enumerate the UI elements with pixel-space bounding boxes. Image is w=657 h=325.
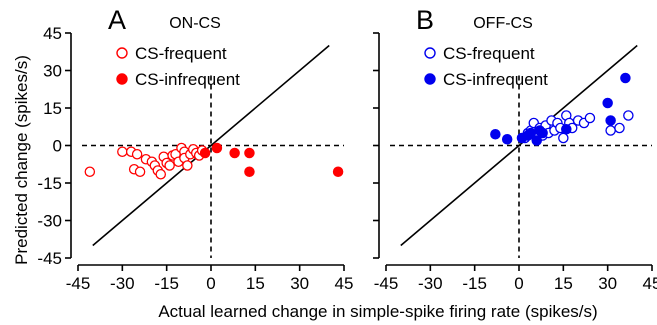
panel-letter: A <box>108 5 126 35</box>
x-tick-label: -15 <box>154 274 179 293</box>
legend-marker <box>116 73 128 85</box>
x-tick-label: 15 <box>554 274 573 293</box>
data-point-cs-frequent <box>164 160 175 171</box>
panel-a: 45 30 15 0 -15 -30 -45-45 -30 -15 0 15 30 45 A ON-CS CS… <box>37 5 353 293</box>
y-tick-label: 45 <box>43 24 62 43</box>
y-tick-label: -45 <box>37 249 62 268</box>
data-point-cs-frequent <box>155 168 167 180</box>
data-point-cs-frequent <box>614 122 625 134</box>
x-tick-label: 30 <box>598 274 617 293</box>
data-point-cs-infrequent <box>332 166 344 177</box>
data-point-cs-infrequent <box>605 115 616 126</box>
x-tick-label: 0 <box>206 274 215 293</box>
data-point-cs-infrequent <box>490 128 501 140</box>
legend-label: CS-infrequent <box>135 70 240 89</box>
y-tick-label: 30 <box>43 62 62 81</box>
y-tick-label: 15 <box>43 99 62 118</box>
x-tick-label: -30 <box>418 274 443 293</box>
data-point-cs-frequent <box>84 166 96 177</box>
x-tick-label: -45 <box>374 274 399 293</box>
data-point-cs-frequent <box>131 148 143 160</box>
data-point-cs-infrequent <box>501 133 513 145</box>
data-point-cs-frequent <box>623 110 634 121</box>
data-point-cs-infrequent <box>229 147 240 159</box>
legend-marker <box>116 47 128 59</box>
data-point-cs-frequent <box>558 132 569 144</box>
legend-label: CS-infrequent <box>443 70 548 89</box>
panel-letter: B <box>416 5 434 35</box>
data-point-cs-infrequent <box>537 127 548 139</box>
panel-title: ON-CS <box>169 15 221 32</box>
data-point-cs-frequent <box>605 125 616 136</box>
data-point-cs-frequent <box>134 166 146 177</box>
identity-line <box>400 44 638 247</box>
x-tick-label: -45 <box>66 274 91 293</box>
data-point-cs-infrequent <box>602 97 613 109</box>
data-point-cs-infrequent <box>244 147 255 159</box>
data-point-cs-infrequent <box>531 135 542 146</box>
x-tick-label: -15 <box>462 274 487 293</box>
y-axis-label: Predicted change (spikes/s) <box>12 55 31 265</box>
identity-line <box>92 44 330 247</box>
x-tick-label: 0 <box>514 274 523 293</box>
x-tick-label: 15 <box>246 274 265 293</box>
y-tick-label: 0 <box>53 137 62 156</box>
data-point-cs-infrequent <box>199 147 211 159</box>
x-tick-label: 45 <box>335 274 354 293</box>
panel-b: -45 -30 -15 0 15 30 45 B OFF-CS CS-frequent CS-inf… <box>373 5 657 293</box>
x-axis-label: Actual learned change in simple-spike fi… <box>158 302 597 321</box>
y-tick-label: -15 <box>37 174 62 193</box>
x-tick-label: 45 <box>643 274 657 293</box>
data-point-cs-infrequent <box>244 166 255 177</box>
x-tick-label: -30 <box>110 274 135 293</box>
data-point-cs-infrequent <box>211 142 223 154</box>
legend-marker <box>424 47 436 59</box>
panel-title: OFF-CS <box>473 15 533 32</box>
legend-label: CS-frequent <box>135 44 227 63</box>
y-tick-label: -30 <box>37 212 62 231</box>
data-point-cs-infrequent <box>620 72 631 84</box>
data-point-cs-frequent <box>117 146 128 157</box>
data-point-cs-frequent <box>182 160 193 171</box>
x-tick-label: 30 <box>290 274 309 293</box>
data-point-cs-frequent <box>584 112 596 124</box>
legend-marker <box>424 73 436 85</box>
legend-label: CS-frequent <box>443 44 535 63</box>
data-point-cs-infrequent <box>561 124 572 135</box>
